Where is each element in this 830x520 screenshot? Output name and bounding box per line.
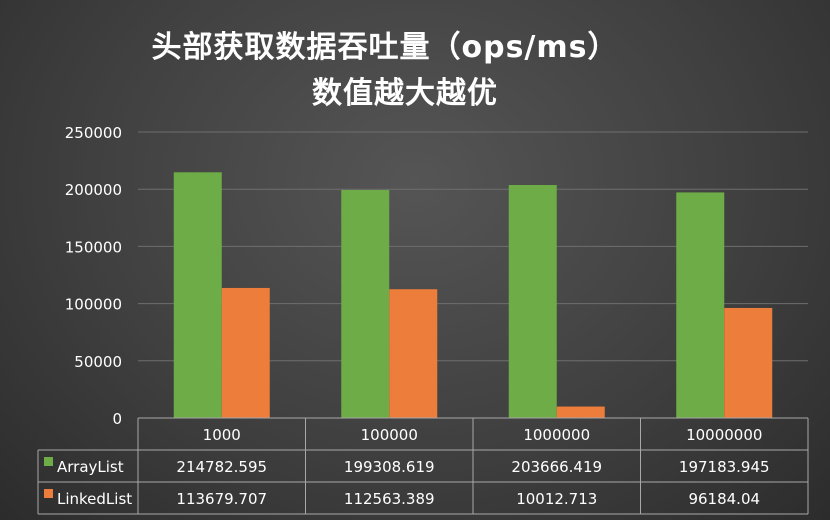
data-value-label: 203666.419 — [511, 458, 602, 476]
bar-arraylist — [341, 189, 390, 418]
y-tick-label: 250000 — [65, 124, 122, 142]
data-value-label: 197183.945 — [679, 458, 770, 476]
chart-title-line2: 数值越大越优 — [312, 76, 498, 111]
legend-label: LinkedList — [57, 490, 132, 508]
legend-swatch-arraylist — [44, 457, 53, 466]
data-value-label: 96184.04 — [688, 490, 760, 508]
bar-linkedlist — [221, 287, 270, 418]
x-category-label: 1000 — [203, 426, 241, 444]
data-value-label: 199308.619 — [344, 458, 435, 476]
bar-arraylist — [173, 172, 222, 418]
y-tick-label: 100000 — [65, 296, 122, 314]
y-tick-label: 200000 — [65, 181, 122, 199]
data-value-label: 113679.707 — [176, 490, 267, 508]
y-tick-label: 50000 — [74, 353, 122, 371]
legend-label: ArrayList — [57, 458, 124, 476]
bar-linkedlist — [389, 289, 438, 418]
data-value-label: 214782.595 — [176, 458, 267, 476]
bar-linkedlist — [724, 307, 773, 418]
bar-linkedlist — [556, 406, 605, 418]
x-category-label: 10000000 — [686, 426, 762, 444]
legend-swatch-linkedlist — [44, 489, 53, 498]
data-value-label: 10012.713 — [516, 490, 597, 508]
chart-title-line1: 头部获取数据吞吐量（ops/ms） — [151, 30, 619, 65]
bar-arraylist — [676, 192, 725, 418]
x-category-label: 100000 — [361, 426, 418, 444]
y-tick-label: 0 — [112, 410, 122, 428]
data-value-label: 112563.389 — [344, 490, 435, 508]
x-category-label: 1000000 — [523, 426, 590, 444]
y-tick-label: 150000 — [65, 238, 122, 256]
bar-arraylist — [508, 185, 557, 418]
